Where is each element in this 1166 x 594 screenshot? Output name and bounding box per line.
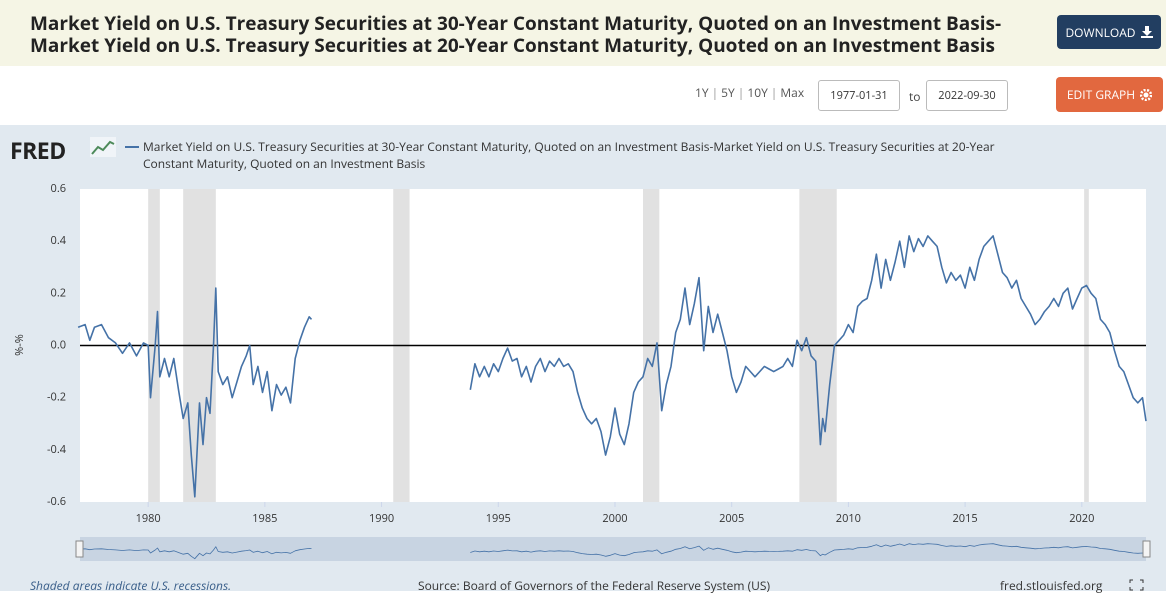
y-tick-label: 0.0 [51,337,66,352]
y-tick-label: 0.4 [51,233,67,248]
edit-graph-button[interactable]: EDIT GRAPH [1056,77,1163,112]
edit-label: EDIT GRAPH [1066,86,1136,103]
navigator-line [78,543,1147,560]
x-tick-label: 2020 [1069,511,1094,526]
y-tick-label: 0.6 [51,181,66,196]
range-link[interactable]: 10Y [747,84,768,101]
download-button[interactable]: DOWNLOAD [1057,15,1161,49]
navigator-handle[interactable] [75,540,84,558]
x-tick-label: 2000 [602,511,627,526]
x-tick-label: 1990 [369,511,394,526]
series-line [77,235,1147,498]
x-tick-label: 2005 [719,511,744,526]
x-tick-label: 1985 [252,511,277,526]
range-link[interactable]: Max [780,84,805,101]
y-tick-label: -0.2 [47,390,66,405]
recession-note: Shaded areas indicate U.S. recessions. [30,577,232,594]
x-tick-label: 1980 [136,511,161,526]
download-label: DOWNLOAD [1065,23,1136,41]
legend-swatch [125,146,139,148]
source: Source: Board of Governors of the Federa… [418,577,771,594]
title-line: Market Yield on U.S. Treasury Securities… [30,32,995,58]
header: Market Yield on U.S. Treasury Securities… [0,0,1166,66]
range-link[interactable]: 1Y [695,84,709,101]
logo: FRED [10,134,66,166]
download-icon [1140,26,1153,38]
navigator[interactable] [80,537,1146,561]
fullscreen-icon[interactable] [1129,579,1144,591]
title: Market Yield on U.S. Treasury Securities… [30,12,1001,56]
range-links: 1Y | 5Y | 10Y | Max [695,84,805,101]
end-date[interactable]: 2022-09-30 [926,80,1008,111]
y-tick-label: -0.4 [47,442,67,457]
y-tick-label: 0.2 [51,285,66,300]
y-axis-label: %-% [12,334,27,356]
title-line: Market Yield on U.S. Treasury Securities… [30,10,1002,36]
x-tick-label: 2015 [953,511,978,526]
gear-icon [1140,88,1153,101]
legend-entry: Market Yield on U.S. Treasury Securities… [143,138,995,172]
y-tick-label: -0.6 [47,494,66,509]
range-link[interactable]: 5Y [721,84,735,101]
x-tick-label: 2010 [836,511,861,526]
site: fred.stlouisfed.org [1000,577,1103,594]
x-tick-label: 1995 [486,511,511,526]
to-label: to [909,88,921,105]
logo-icon [90,137,116,157]
start-date[interactable]: 1977-01-31 [818,80,900,111]
navigator-handle[interactable] [1142,540,1151,558]
